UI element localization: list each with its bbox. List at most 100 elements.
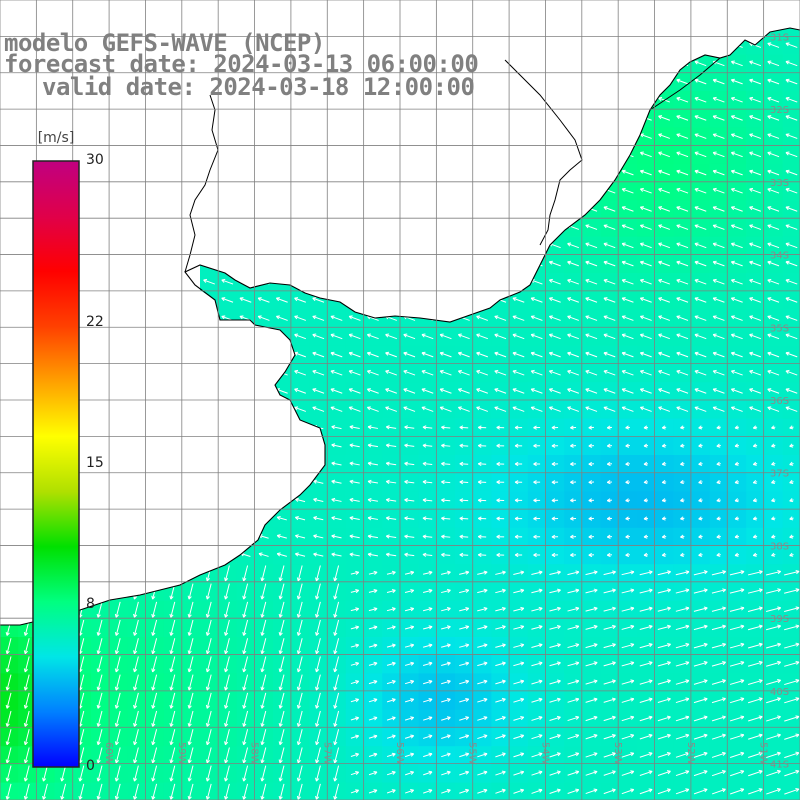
wind-arrow-head (731, 224, 735, 226)
wind-arrow-head (531, 297, 535, 299)
wind-arrow-head (713, 133, 717, 135)
wind-arrow-head (658, 369, 663, 372)
wind-arrow-head (403, 351, 408, 354)
wind-arrow-head (694, 133, 699, 135)
wind-arrow-head (713, 187, 717, 190)
wind-arrow-head (658, 169, 663, 172)
wind-arrow-head (603, 369, 608, 372)
wind-arrow-head (767, 242, 772, 245)
wind-arrow-head (713, 297, 717, 299)
wind-arrow-head (312, 351, 317, 354)
wind-arrow-head (294, 333, 299, 336)
wind-arrow-head (785, 297, 790, 299)
wind-arrow-head (676, 369, 681, 372)
wind-arrow-head (221, 297, 226, 299)
wind-arrow-head (276, 297, 280, 299)
wind-arrow-head (567, 369, 572, 372)
wind-arrow-head (658, 96, 663, 99)
wind-arrow-head (622, 169, 626, 172)
wind-arrow-head (549, 297, 553, 299)
wind-arrow-head (640, 315, 644, 317)
wind-arrow-head (585, 224, 590, 226)
wind-arrow-head (567, 388, 572, 390)
wind-arrow-head (603, 351, 608, 354)
wind-arrow-head (622, 315, 626, 317)
wind-arrow-head (731, 187, 735, 190)
wind-arrow-head (731, 78, 735, 81)
wind-arrow-head (676, 96, 681, 99)
wind-arrow-head (785, 388, 790, 390)
wind-arrow-head (785, 315, 790, 317)
wind-arrow (731, 61, 743, 67)
wind-arrow-head (585, 351, 590, 354)
wind-arrow-head (785, 133, 790, 135)
wind-arrow-head (312, 388, 317, 390)
wind-arrow-head (567, 242, 572, 245)
wind-arrow-head (785, 351, 790, 354)
wind-arrow-head (349, 406, 353, 408)
wind-arrow-head (640, 278, 644, 281)
wind-arrow-head (694, 260, 699, 263)
wind-arrow-head (713, 78, 717, 81)
wind-arrow-head (567, 297, 572, 299)
wind-arrow-head (367, 388, 371, 390)
wind-arrow-head (731, 60, 735, 63)
wind-arrow-head (658, 315, 663, 317)
wind-arrow-head (494, 351, 499, 354)
wind-arrow-head (330, 406, 335, 408)
wind-arrow-head (549, 260, 553, 263)
wind-arrow-head (749, 369, 754, 372)
wind-arrow-head (731, 388, 735, 390)
wind-arrow-head (749, 115, 754, 117)
wind-arrow-head (640, 351, 644, 354)
wind-arrow-head (767, 133, 772, 135)
wind-arrow-head (767, 169, 772, 172)
wind-arrow-head (239, 315, 244, 317)
wind-arrow (694, 79, 707, 85)
wind-arrow-head (494, 388, 499, 390)
wind-arrow-head (658, 151, 663, 154)
wind-arrow-head (694, 297, 699, 299)
wind-arrow-head (658, 206, 663, 208)
wind-arrow-head (749, 388, 754, 390)
wind-arrow-head (603, 388, 608, 390)
wind-arrow-head (622, 333, 626, 336)
wind-arrow-head (767, 315, 772, 317)
wind-arrow-head (494, 333, 499, 336)
wind-arrow-head (731, 169, 735, 172)
wind-arrow-head (476, 369, 481, 372)
wind-arrow-head (603, 297, 608, 299)
wind-arrow-head (385, 369, 390, 372)
wind-arrow-head (694, 333, 699, 336)
wind-arrow-head (476, 315, 481, 317)
wind-arrow-head (349, 351, 353, 354)
wind-arrow-head (367, 333, 371, 336)
wind-arrow-head (731, 406, 735, 408)
wind-arrow-head (476, 351, 481, 354)
wind-arrow (731, 79, 743, 85)
wind-arrow-head (221, 315, 226, 317)
wind-arrow-head (767, 351, 772, 354)
wind-arrow-head (221, 278, 226, 281)
wind-arrow-head (330, 333, 335, 336)
wind-arrow-head (658, 388, 663, 390)
wind-arrow-head (622, 278, 626, 281)
wind-arrow-head (676, 187, 681, 190)
wind-arrow-head (622, 369, 626, 372)
wind-arrow-head (694, 315, 699, 317)
wind-arrow-head (785, 206, 790, 208)
wind-arrow-head (658, 115, 663, 117)
wind-arrow-head (767, 151, 772, 154)
wind-arrow-head (294, 369, 299, 372)
wind-arrow-head (549, 278, 553, 281)
wind-arrow-head (713, 151, 717, 154)
wind-arrow-head (385, 351, 390, 354)
wind-arrow (785, 42, 798, 48)
wind-arrow-head (785, 60, 790, 63)
wind-arrow (785, 61, 798, 67)
wind-arrow-head (676, 278, 681, 281)
wind-arrow-head (658, 351, 663, 354)
wind-arrow-head (622, 242, 626, 245)
wind-arrow-head (312, 369, 317, 372)
